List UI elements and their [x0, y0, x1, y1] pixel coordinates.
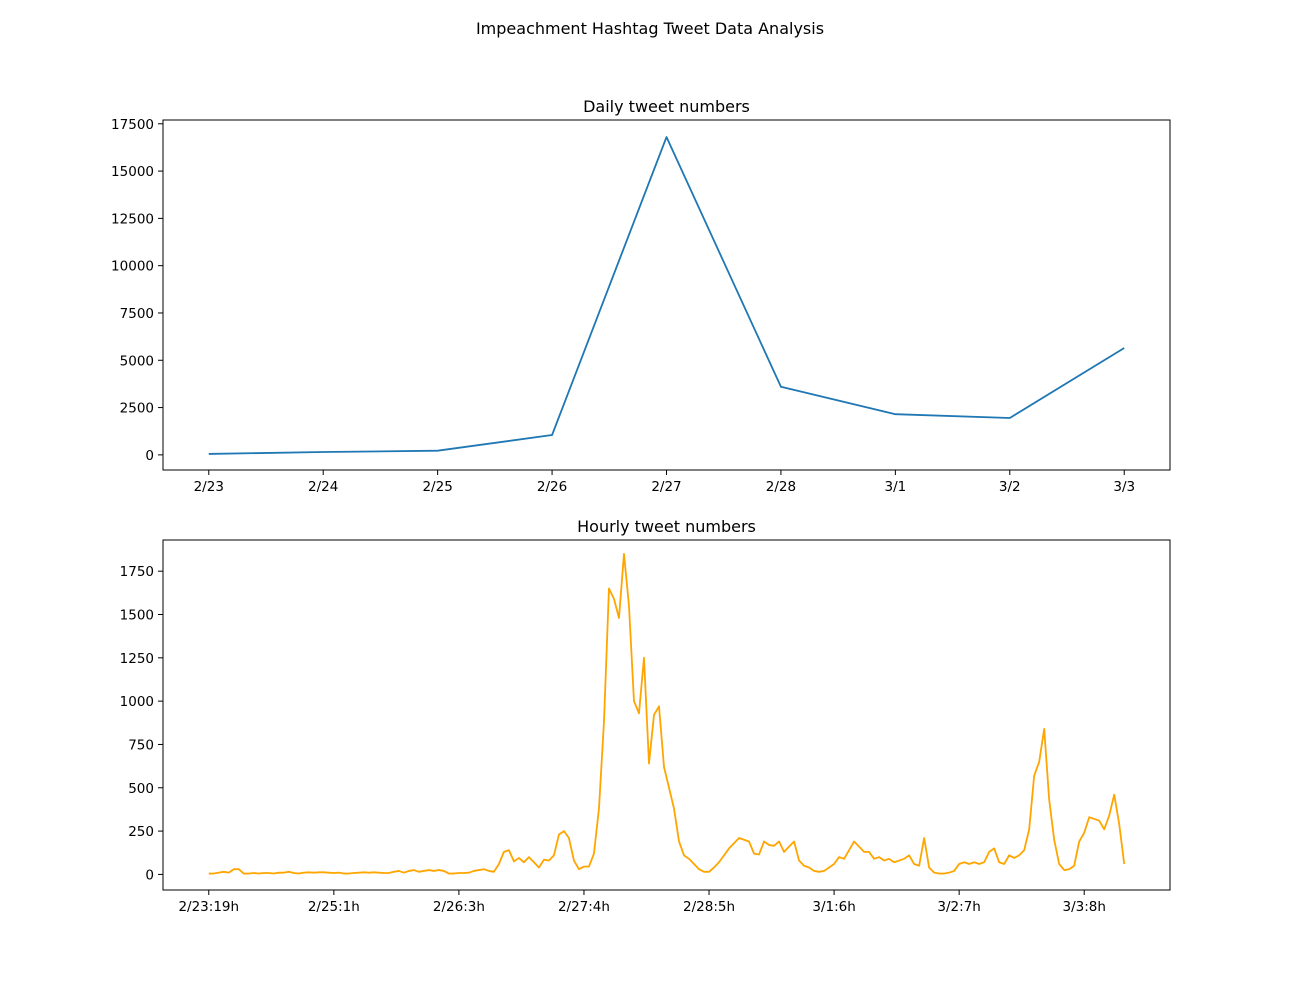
- daily-y-tick-label: 2500: [120, 401, 154, 417]
- daily-x-tick-label: 3/3: [1113, 479, 1135, 495]
- hourly-chart-title: Hourly tweet numbers: [577, 517, 756, 536]
- daily-x-tick-label: 2/27: [651, 479, 681, 495]
- daily-y-tick-label: 7500: [120, 306, 154, 322]
- daily-x-tick-label: 2/24: [308, 479, 338, 495]
- daily-y-tick-label: 17500: [111, 117, 154, 133]
- daily-x-tick-label: 3/1: [884, 479, 906, 495]
- hourly-x-tick-label: 3/1:6h: [812, 899, 855, 915]
- daily-y-tick-label: 15000: [111, 164, 154, 180]
- hourly-y-tick-label: 250: [128, 824, 154, 840]
- daily-chart-title: Daily tweet numbers: [583, 97, 750, 116]
- hourly-x-tick-label: 3/3:8h: [1062, 899, 1105, 915]
- daily-x-axis: 2/23 2/24 2/25 2/26 2/27 2/28 3/1 3/2 3/3: [194, 470, 1135, 495]
- hourly-x-tick-label: 2/23:19h: [178, 899, 239, 915]
- hourly-x-tick-label: 2/25:1h: [308, 899, 360, 915]
- daily-chart: Daily tweet numbers 0 2500 5000 7500 10000 12…: [111, 97, 1171, 495]
- hourly-y-tick-label: 500: [128, 781, 154, 797]
- daily-y-tick-label: 10000: [111, 259, 154, 275]
- hourly-y-tick-label: 1750: [120, 564, 154, 580]
- hourly-x-tick-label: 2/27:4h: [558, 899, 610, 915]
- daily-x-tick-label: 2/23: [194, 479, 224, 495]
- hourly-y-tick-label: 1500: [120, 608, 154, 624]
- daily-series-line: [208, 136, 1125, 455]
- hourly-series-line: [208, 552, 1126, 875]
- hourly-x-tick-label: 2/28:5h: [683, 899, 735, 915]
- hourly-chart: Hourly tweet numbers 0 250 500 750 1000 1250 1…: [120, 517, 1171, 915]
- hourly-y-tick-label: 0: [145, 867, 154, 883]
- hourly-x-tick-label: 2/26:3h: [433, 899, 485, 915]
- hourly-y-tick-label: 1000: [120, 694, 154, 710]
- hourly-x-tick-label: 3/2:7h: [937, 899, 980, 915]
- daily-y-tick-label: 12500: [111, 211, 154, 227]
- daily-y-tick-label: 0: [145, 448, 154, 464]
- daily-x-tick-label: 2/28: [766, 479, 796, 495]
- daily-y-axis: 0 2500 5000 7500 10000 12500 15000 17500: [111, 117, 163, 464]
- hourly-y-axis: 0 250 500 750 1000 1250 1500 1750: [120, 564, 163, 883]
- hourly-plot-frame: [162, 539, 1171, 891]
- daily-x-tick-label: 2/26: [537, 479, 567, 495]
- daily-x-tick-label: 2/25: [422, 479, 452, 495]
- figure-title: Impeachment Hashtag Tweet Data Analysis: [476, 19, 824, 38]
- daily-y-tick-label: 5000: [120, 353, 154, 369]
- hourly-y-tick-label: 1250: [120, 651, 154, 667]
- daily-plot-frame: [162, 119, 1171, 471]
- daily-x-tick-label: 3/2: [999, 479, 1021, 495]
- hourly-y-tick-label: 750: [128, 737, 154, 753]
- hourly-x-axis: 2/23:19h 2/25:1h 2/26:3h 2/27:4h 2/28:5h 3/1:…: [178, 890, 1106, 915]
